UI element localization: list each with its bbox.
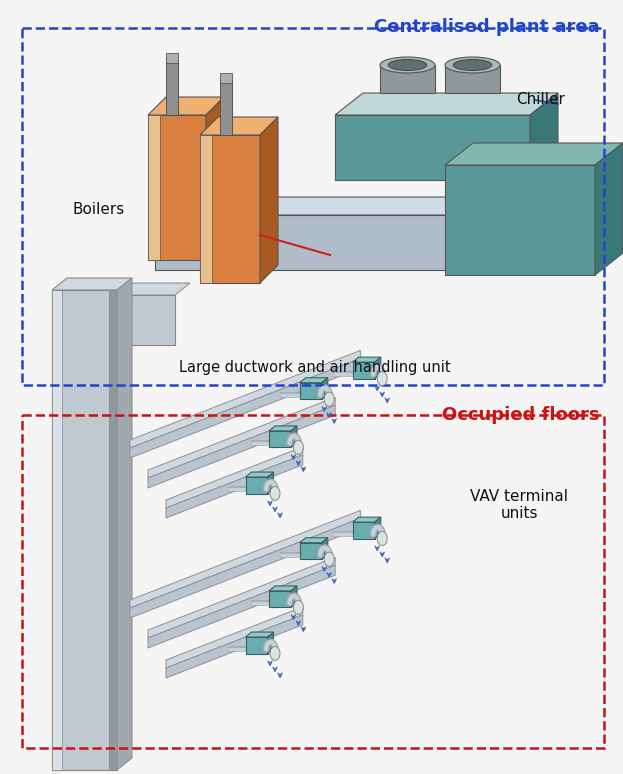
Bar [220, 73, 232, 83]
Ellipse shape [454, 60, 492, 70]
Polygon shape [148, 557, 335, 638]
Polygon shape [300, 543, 321, 560]
Polygon shape [166, 615, 303, 678]
Polygon shape [245, 472, 273, 477]
Polygon shape [166, 447, 303, 508]
Polygon shape [245, 477, 267, 494]
Text: Chiller: Chiller [516, 93, 565, 108]
Polygon shape [245, 637, 267, 653]
Polygon shape [300, 378, 328, 383]
Polygon shape [166, 607, 303, 668]
Polygon shape [130, 351, 360, 448]
Polygon shape [445, 65, 500, 93]
Ellipse shape [324, 392, 334, 406]
Polygon shape [130, 519, 360, 618]
Polygon shape [321, 538, 328, 560]
Ellipse shape [388, 60, 427, 70]
Polygon shape [155, 197, 545, 215]
Polygon shape [335, 93, 558, 115]
Polygon shape [291, 426, 297, 447]
Polygon shape [200, 135, 212, 283]
Polygon shape [520, 197, 545, 270]
Ellipse shape [270, 486, 280, 501]
Polygon shape [148, 406, 335, 488]
Polygon shape [335, 115, 530, 180]
Polygon shape [130, 510, 360, 608]
Polygon shape [245, 632, 273, 637]
Polygon shape [300, 538, 328, 543]
Bar [166, 60, 178, 115]
Polygon shape [200, 117, 278, 135]
Polygon shape [148, 397, 335, 478]
Polygon shape [155, 215, 520, 270]
Polygon shape [269, 586, 297, 591]
Polygon shape [269, 591, 291, 608]
Ellipse shape [270, 646, 280, 660]
Polygon shape [52, 290, 62, 770]
Polygon shape [375, 517, 381, 539]
Polygon shape [269, 431, 291, 447]
Polygon shape [353, 517, 381, 522]
Polygon shape [206, 97, 224, 260]
Text: Centralised plant area: Centralised plant area [374, 18, 600, 36]
Polygon shape [200, 135, 260, 283]
Bar [220, 80, 232, 135]
Ellipse shape [293, 440, 303, 454]
Polygon shape [148, 97, 224, 115]
Polygon shape [375, 357, 381, 378]
Polygon shape [148, 565, 335, 648]
Polygon shape [353, 357, 381, 362]
Polygon shape [353, 522, 375, 539]
Text: Occupied floors: Occupied floors [442, 406, 600, 424]
Polygon shape [267, 472, 273, 494]
Polygon shape [117, 278, 132, 770]
Polygon shape [117, 283, 190, 295]
Text: Large ductwork and air handling unit: Large ductwork and air handling unit [179, 360, 451, 375]
Polygon shape [380, 65, 435, 93]
Polygon shape [130, 358, 360, 458]
Polygon shape [148, 115, 160, 260]
Ellipse shape [445, 57, 500, 73]
Polygon shape [52, 290, 117, 770]
Polygon shape [445, 143, 623, 165]
Polygon shape [321, 378, 328, 399]
Ellipse shape [293, 601, 303, 615]
Polygon shape [445, 165, 595, 275]
Polygon shape [353, 362, 375, 378]
Bar [166, 53, 178, 63]
Polygon shape [52, 278, 132, 290]
Polygon shape [269, 426, 297, 431]
Ellipse shape [324, 552, 334, 566]
Polygon shape [595, 143, 623, 275]
Polygon shape [109, 290, 117, 770]
Polygon shape [260, 117, 278, 283]
Polygon shape [267, 632, 273, 653]
Ellipse shape [377, 372, 388, 385]
Ellipse shape [380, 57, 435, 73]
Polygon shape [300, 383, 321, 399]
Polygon shape [530, 93, 558, 180]
Text: VAV terminal
units: VAV terminal units [470, 489, 568, 521]
Polygon shape [291, 586, 297, 608]
Polygon shape [148, 115, 206, 260]
Polygon shape [117, 295, 175, 345]
Text: Boilers: Boilers [72, 203, 124, 217]
Polygon shape [166, 455, 303, 518]
Ellipse shape [377, 532, 388, 546]
